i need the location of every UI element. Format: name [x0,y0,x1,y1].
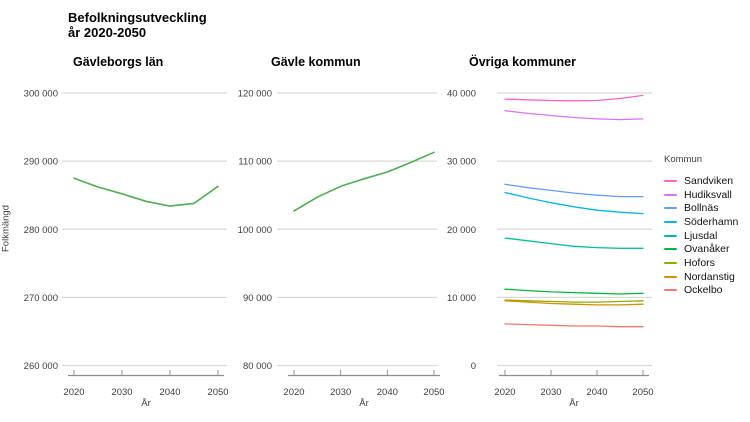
x-tick-label: 2040 [159,387,180,398]
legend-label: Sandviken [684,174,734,187]
legend-label: Söderhamn [684,215,739,228]
panel-ovriga-kommuner: 0 10 000 20 000 30 000 40 000 2020 2030 2040 205… [447,89,654,410]
legend-item-soderhamn: Söderhamn [664,215,738,229]
legend-label: Bollnäs [684,202,719,215]
y-tick-label: 10 000 [447,293,476,304]
x-axis-label: År [359,398,369,409]
line-gavle-kommun [293,151,435,212]
line-soderhamn [504,191,644,215]
legend-swatch-ovanaker [664,248,677,251]
y-tick-label: 40 000 [447,89,476,100]
legend-label: Ockelbo [684,284,723,297]
chart-title-line2: år 2020-2050 [68,24,147,40]
legend-swatch-sandviken [664,179,677,182]
legend-title: Kommun [664,154,703,165]
x-tick-label: 2040 [377,387,398,398]
y-tick-label: 30 000 [447,157,476,168]
panel-title-gavle-kommun: Gävle kommun [271,55,361,69]
x-tick-label: 2050 [207,387,228,398]
panel-title-gavleborgs-lan: Gävleborgs län [73,55,164,69]
y-tick-label: 120 000 [238,89,272,100]
legend-swatch-ockelbo [664,289,677,292]
x-tick-label: 2030 [330,387,351,398]
x-tick-label: 2050 [423,387,444,398]
legend-swatch-nordanstig [664,275,677,278]
legend-item-ockelbo: Ockelbo [664,284,738,298]
legend-swatch-ljusdal [664,234,677,237]
line-sandviken [504,94,644,102]
legend-item-bollnas: Bollnäs [664,201,738,215]
chart-title-line1: Befolkningsutveckling [68,10,207,25]
legend-items: Sandviken Hudiksvall Bollnäs Söderhamn Ljusd… [664,174,738,297]
y-tick-label: 110 000 [238,157,272,168]
line-hofors [504,299,644,303]
chart-title: Befolkningsutveckling år 2020-2050 [68,10,207,40]
legend-label: Hofors [684,256,715,269]
legend-item-hofors: Hofors [664,256,738,270]
legend-label: Ovanåker [684,243,730,256]
y-tick-label: 90 000 [243,293,272,304]
legend-item-nordanstig: Nordanstig [664,270,738,284]
y-tick-label: 20 000 [447,225,476,236]
x-axis-label: År [569,398,579,409]
y-tick-label: 280 000 [24,225,58,236]
legend: Kommun Sandviken Hudiksvall Bollnäs Söderha… [664,154,738,297]
legend-label: Ljusdal [684,229,718,242]
legend-item-ljusdal: Ljusdal [664,229,738,243]
x-tick-label: 2020 [63,387,84,398]
y-tick-label: 300 000 [24,89,58,100]
legend-swatch-hudiksvall [664,193,677,196]
line-ljusdal [504,237,644,249]
panel-title-ovriga-kommuner: Övriga kommuner [469,55,576,69]
legend-label: Hudiksvall [684,188,732,201]
line-ovanaker [504,288,644,295]
legend-item-hudiksvall: Hudiksvall [664,188,738,202]
y-tick-label: 290 000 [24,157,58,168]
x-tick-label: 2020 [494,387,515,398]
line-bollnas [504,183,644,198]
legend-swatch-bollnas [664,207,677,210]
line-hudiksvall [504,110,644,121]
legend-swatch-soderhamn [664,220,677,223]
legend-label: Nordanstig [684,270,735,283]
x-tick-label: 2020 [283,387,304,398]
y-tick-label: 270 000 [24,293,58,304]
x-tick-label: 2040 [586,387,607,398]
legend-swatch-hofors [664,261,677,264]
panel-gavle-kommun: 80 000 90 000 100 000 110 000 120 000 2020 203… [238,89,445,410]
y-tick-label: 0 [471,361,476,372]
x-tick-label: 2030 [111,387,132,398]
y-tick-label: 80 000 [243,361,272,372]
legend-item-sandviken: Sandviken [664,174,738,188]
x-tick-label: 2030 [540,387,561,398]
line-ockelbo [504,323,644,328]
x-axis-label: År [141,398,151,409]
legend-item-ovanaker: Ovanåker [664,242,738,256]
line-gavleborgs-lan [73,177,219,207]
y-tick-label: 260 000 [24,361,58,372]
panel-gavleborgs-lan: 260 000 270 000 280 000 290 000 300 000 2020 2… [24,89,229,410]
x-tick-label: 2050 [632,387,653,398]
y-tick-label: 100 000 [238,225,272,236]
line-nordanstig [504,300,644,306]
